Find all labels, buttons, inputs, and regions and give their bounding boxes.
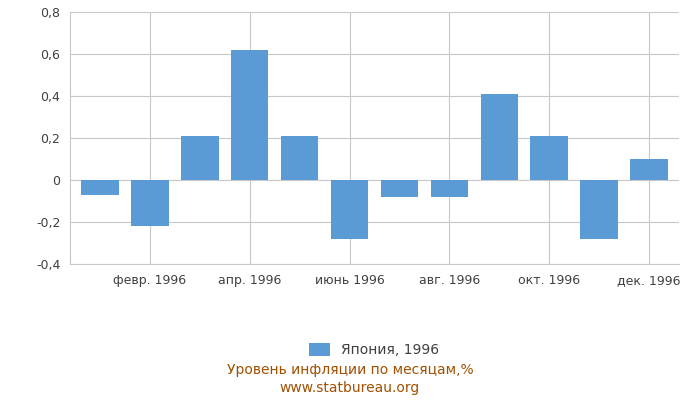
Bar [630, 159, 668, 180]
Bar [331, 180, 368, 239]
Legend: Япония, 1996: Япония, 1996 [304, 338, 445, 363]
Bar [531, 136, 568, 180]
Bar [81, 180, 119, 195]
Bar [580, 180, 618, 239]
Text: www.statbureau.org: www.statbureau.org [280, 381, 420, 395]
Bar [181, 136, 218, 180]
Text: Уровень инфляции по месяцам,%: Уровень инфляции по месяцам,% [227, 363, 473, 377]
Bar [131, 180, 169, 226]
Bar [231, 50, 268, 180]
Bar [381, 180, 418, 197]
Bar [430, 180, 468, 197]
Bar [481, 94, 518, 180]
Bar [281, 136, 318, 180]
